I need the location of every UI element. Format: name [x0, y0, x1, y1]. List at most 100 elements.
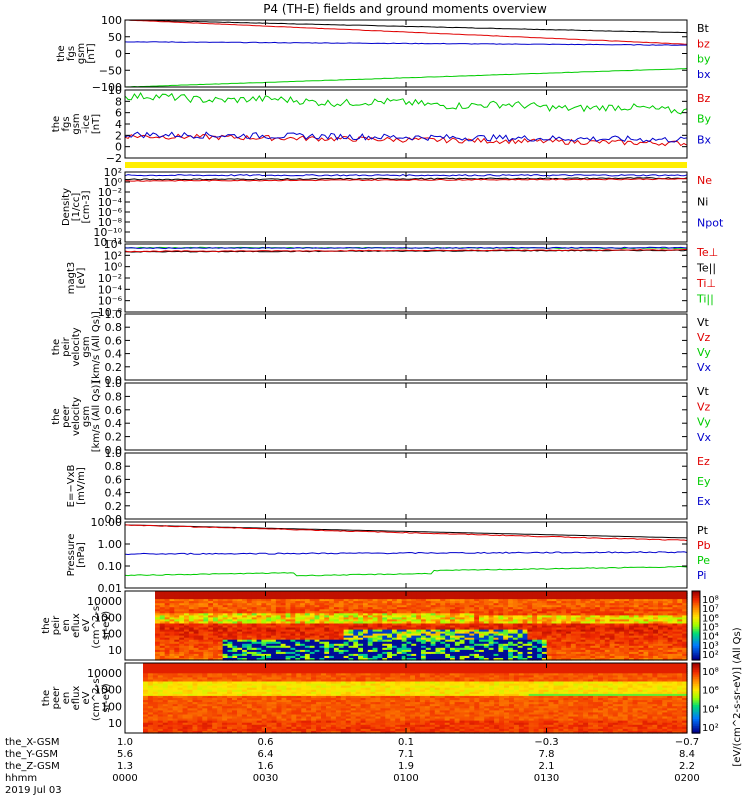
heatmap-cell [667, 599, 674, 602]
heatmap-cell [435, 591, 441, 594]
heatmap-cell [309, 625, 316, 629]
heatmap-cell [300, 633, 306, 637]
heatmap-cell [246, 643, 253, 647]
heatmap-cell [421, 647, 427, 651]
heatmap-cell [488, 593, 495, 596]
heatmap-cell [590, 629, 596, 633]
heatmap-cell [498, 601, 504, 604]
heatmap-cell [561, 595, 567, 598]
ylabel-fgs_dsl: the fgs gsm -ice [nT] [51, 113, 102, 134]
heatmap-cell [143, 673, 149, 676]
heatmap-cell [430, 605, 437, 608]
ylabel-line: magt3 [66, 262, 77, 295]
heatmap-cell [527, 631, 533, 635]
heatmap-cell [192, 730, 198, 734]
heatmap-cell [653, 593, 659, 596]
heatmap-cell [182, 675, 189, 679]
heatmap-cell [222, 714, 228, 718]
heatmap-cell [177, 689, 184, 693]
heatmap-cell [411, 613, 417, 616]
heatmap-cell [570, 635, 577, 639]
heatmap-cell [212, 704, 218, 707]
heatmap-cell [275, 658, 282, 661]
heatmap-cell [164, 605, 171, 608]
heatmap-cell [319, 625, 325, 629]
heatmap-cell [609, 607, 615, 610]
heatmap-cell [377, 605, 383, 608]
heatmap-cell [459, 635, 466, 639]
heatmap-cell [570, 599, 577, 602]
heatmap-cell [527, 647, 533, 651]
heatmap-cell [309, 645, 316, 649]
heatmap-cell [401, 597, 408, 600]
heatmap-cell [353, 631, 359, 635]
heatmap-cell [222, 615, 229, 618]
heatmap-cell [251, 683, 258, 687]
heatmap-cell [155, 609, 161, 612]
heatmap-cell [440, 647, 446, 651]
heatmap-cell [503, 595, 509, 598]
heatmap-cell [382, 623, 388, 627]
heatmap-cell [227, 693, 233, 697]
heatmap-cell [251, 653, 258, 657]
heatmap-cell [304, 617, 311, 620]
heatmap-cell [643, 647, 649, 651]
heatmap-cell [237, 685, 243, 689]
heatmap-cell [469, 649, 475, 653]
heatmap-cell [222, 700, 228, 703]
heatmap-cell [619, 617, 625, 620]
heatmap-cell [256, 706, 263, 709]
heatmap-cell [246, 695, 253, 699]
heatmap-cell [295, 623, 301, 627]
heatmap-cell [575, 641, 582, 645]
heatmap-cell [570, 625, 577, 629]
ytick-fgs-0: 100 [101, 14, 122, 27]
heatmap-cell [324, 635, 330, 639]
heatmap-cell [343, 597, 349, 600]
heatmap-cell [546, 601, 553, 604]
heatmap-cell [454, 625, 461, 629]
ytick-pressure-1: 1.00 [98, 538, 123, 551]
heatmap-cell [208, 623, 214, 627]
heatmap-cell [162, 698, 169, 701]
heatmap-cell [570, 645, 577, 649]
heatmap-cell [479, 597, 485, 600]
heatmap-cell [522, 617, 528, 620]
heatmap-cell [629, 631, 635, 635]
heatmap-cell [213, 643, 219, 647]
heatmap-cell [251, 658, 258, 661]
heatmap-cell [382, 619, 388, 622]
ytick-density-7: 10⁻¹² [93, 236, 122, 249]
heatmap-cell [488, 658, 495, 661]
heatmap-cell [377, 641, 383, 645]
heatmap-cell [396, 607, 403, 610]
heatmap-cell [290, 629, 296, 633]
heatmap-cell [672, 641, 678, 645]
heatmap-cell [192, 702, 198, 705]
heatmap-cell [251, 730, 258, 734]
heatmap-cell [271, 605, 277, 608]
heatmap-cell [188, 633, 195, 637]
heatmap-cell [217, 609, 224, 612]
heatmap-cell [416, 635, 422, 639]
heatmap-cell [474, 621, 480, 624]
heatmap-cell [575, 617, 582, 620]
heatmap-cell [372, 619, 378, 622]
heatmap-cell [614, 597, 620, 600]
heatmap-cell [377, 597, 383, 600]
heatmap-cell [192, 722, 198, 726]
heatmap-cell [162, 722, 169, 726]
heatmap-cell [662, 651, 669, 655]
heatmap-cell [338, 643, 345, 647]
heatmap-cell [445, 607, 451, 610]
heatmap-cell [167, 704, 174, 707]
heatmap-cell [251, 597, 258, 600]
heatmap-cell [435, 609, 441, 612]
heatmap-cell [162, 704, 169, 707]
heatmap-cell [483, 651, 490, 655]
heatmap-cell [241, 720, 248, 724]
heatmap-cell [643, 621, 649, 624]
heatmap-cell [217, 718, 223, 722]
heatmap-cell [396, 603, 403, 606]
heatmap-cell [143, 691, 149, 695]
